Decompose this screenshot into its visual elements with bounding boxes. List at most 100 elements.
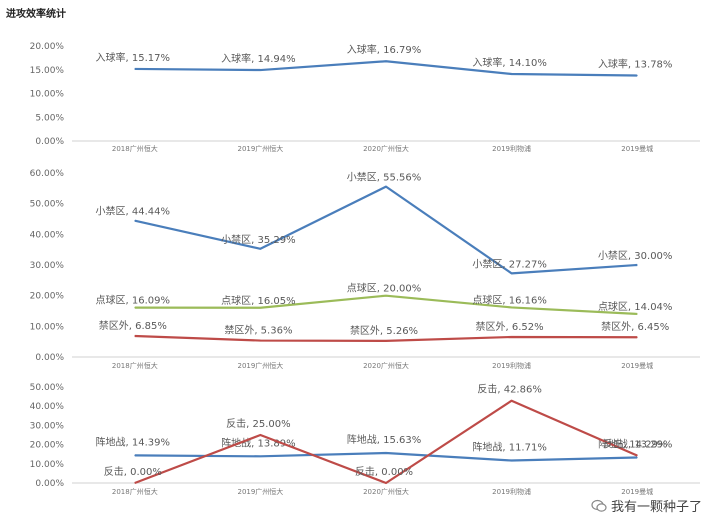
y-tick-label: 20.00% [30, 441, 65, 451]
x-category-label: 2019广州恒大 [237, 487, 283, 496]
data-label: 点球区, 20.00% [347, 282, 422, 295]
x-category-label: 2019曼城 [621, 362, 653, 370]
y-tick-label: 30.00% [30, 261, 65, 271]
y-tick-label: 20.00% [30, 42, 65, 52]
data-label: 小禁区, 27.27% [472, 258, 547, 270]
data-point [636, 264, 638, 266]
y-tick-label: 20.00% [30, 292, 65, 302]
data-label: 小禁区, 44.44% [96, 206, 171, 218]
x-category-label: 2019利物浦 [492, 361, 531, 370]
data-point [636, 336, 638, 338]
x-category-label: 2020广州恒大 [363, 144, 409, 153]
data-label: 点球区, 14.04% [598, 300, 673, 313]
data-point [134, 454, 136, 456]
data-point [259, 307, 261, 309]
data-point [385, 295, 387, 297]
y-tick-label: 40.00% [30, 230, 65, 240]
data-point [385, 482, 387, 484]
data-label: 禁区外, 6.52% [476, 321, 544, 333]
data-point [636, 313, 638, 315]
series-line-1-1 [134, 60, 638, 77]
y-tick-label: 60.00% [30, 169, 65, 179]
x-category-label: 2019利物浦 [492, 487, 531, 496]
data-label: 阵地战, 15.63% [347, 433, 422, 446]
x-category-label: 2018广州恒大 [112, 487, 158, 496]
data-label: 阵地战, 11.71% [472, 441, 547, 454]
y-tick-label: 0.00% [35, 353, 64, 363]
data-point [134, 220, 136, 222]
data-label: 入球率, 15.17% [96, 51, 171, 64]
y-tick-label: 40.00% [30, 402, 65, 412]
x-category-label: 2019广州恒大 [237, 361, 283, 370]
data-label: 阵地战, 13.89% [221, 436, 296, 449]
data-point [385, 452, 387, 454]
data-point [385, 60, 387, 62]
x-category-label: 2019曼城 [621, 145, 653, 153]
data-point [134, 68, 136, 70]
data-label: 禁区外, 5.26% [350, 325, 418, 337]
data-point [259, 434, 261, 436]
data-label: 反击, 0.00% [355, 466, 413, 478]
data-point [636, 456, 638, 458]
data-point [134, 307, 136, 309]
watermark: 我有一颗种子了 [591, 496, 702, 515]
y-tick-label: 50.00% [30, 200, 65, 210]
data-label: 点球区, 16.05% [221, 294, 296, 307]
x-category-label: 2019利物浦 [492, 144, 531, 153]
data-label: 入球率, 13.78% [598, 58, 673, 71]
watermark-text: 我有一颗种子了 [610, 500, 702, 515]
y-tick-label: 10.00% [30, 90, 65, 100]
data-label: 反击, 42.86% [477, 384, 542, 396]
data-point [511, 336, 513, 338]
y-tick-label: 15.00% [30, 66, 65, 76]
x-category-label: 2018广州恒大 [112, 361, 158, 370]
data-point [511, 272, 513, 274]
data-point [511, 306, 513, 308]
data-label: 入球率, 14.94% [221, 52, 296, 65]
data-label: 禁区外, 6.45% [601, 321, 669, 333]
y-tick-label: 0.00% [35, 137, 64, 147]
x-category-label: 2018广州恒大 [112, 144, 158, 153]
data-point [259, 455, 261, 457]
series-line-2-2 [134, 294, 638, 316]
y-tick-label: 0.00% [35, 479, 64, 489]
data-point [259, 69, 261, 71]
data-label: 点球区, 16.16% [472, 293, 547, 306]
wechat-icon [591, 499, 607, 512]
data-label: 小禁区, 35.29% [221, 234, 296, 246]
x-category-label: 2020广州恒大 [363, 487, 409, 496]
data-label: 反击, 14.29% [603, 439, 668, 451]
data-label: 反击, 0.00% [104, 466, 162, 478]
data-label: 入球率, 14.10% [472, 56, 547, 69]
data-point [511, 400, 513, 402]
y-tick-label: 10.00% [30, 460, 65, 470]
data-point [636, 75, 638, 77]
data-label: 禁区外, 5.36% [224, 325, 292, 337]
data-point [259, 340, 261, 342]
data-label: 反击, 25.00% [226, 418, 291, 430]
data-point [511, 460, 513, 462]
data-point [511, 73, 513, 75]
x-category-label: 2019曼城 [621, 488, 653, 496]
data-point [259, 248, 261, 250]
data-point [636, 455, 638, 457]
series-line-2-1 [134, 185, 638, 275]
y-tick-label: 50.00% [30, 383, 65, 393]
data-point [385, 340, 387, 342]
data-label: 禁区外, 6.85% [99, 320, 167, 332]
data-label: 小禁区, 55.56% [347, 172, 422, 184]
x-category-label: 2019广州恒大 [237, 144, 283, 153]
data-label: 阵地战, 14.39% [96, 435, 171, 448]
y-tick-label: 5.00% [35, 113, 64, 123]
data-point [134, 335, 136, 337]
data-label: 点球区, 16.09% [96, 294, 171, 307]
x-category-label: 2020广州恒大 [363, 361, 409, 370]
data-point [385, 186, 387, 188]
data-label: 小禁区, 30.00% [598, 250, 673, 262]
y-tick-label: 30.00% [30, 421, 65, 431]
data-point [134, 482, 136, 484]
page-title: 进攻效率统计 [6, 9, 66, 20]
y-tick-label: 10.00% [30, 322, 65, 332]
data-label: 入球率, 16.79% [347, 43, 422, 56]
